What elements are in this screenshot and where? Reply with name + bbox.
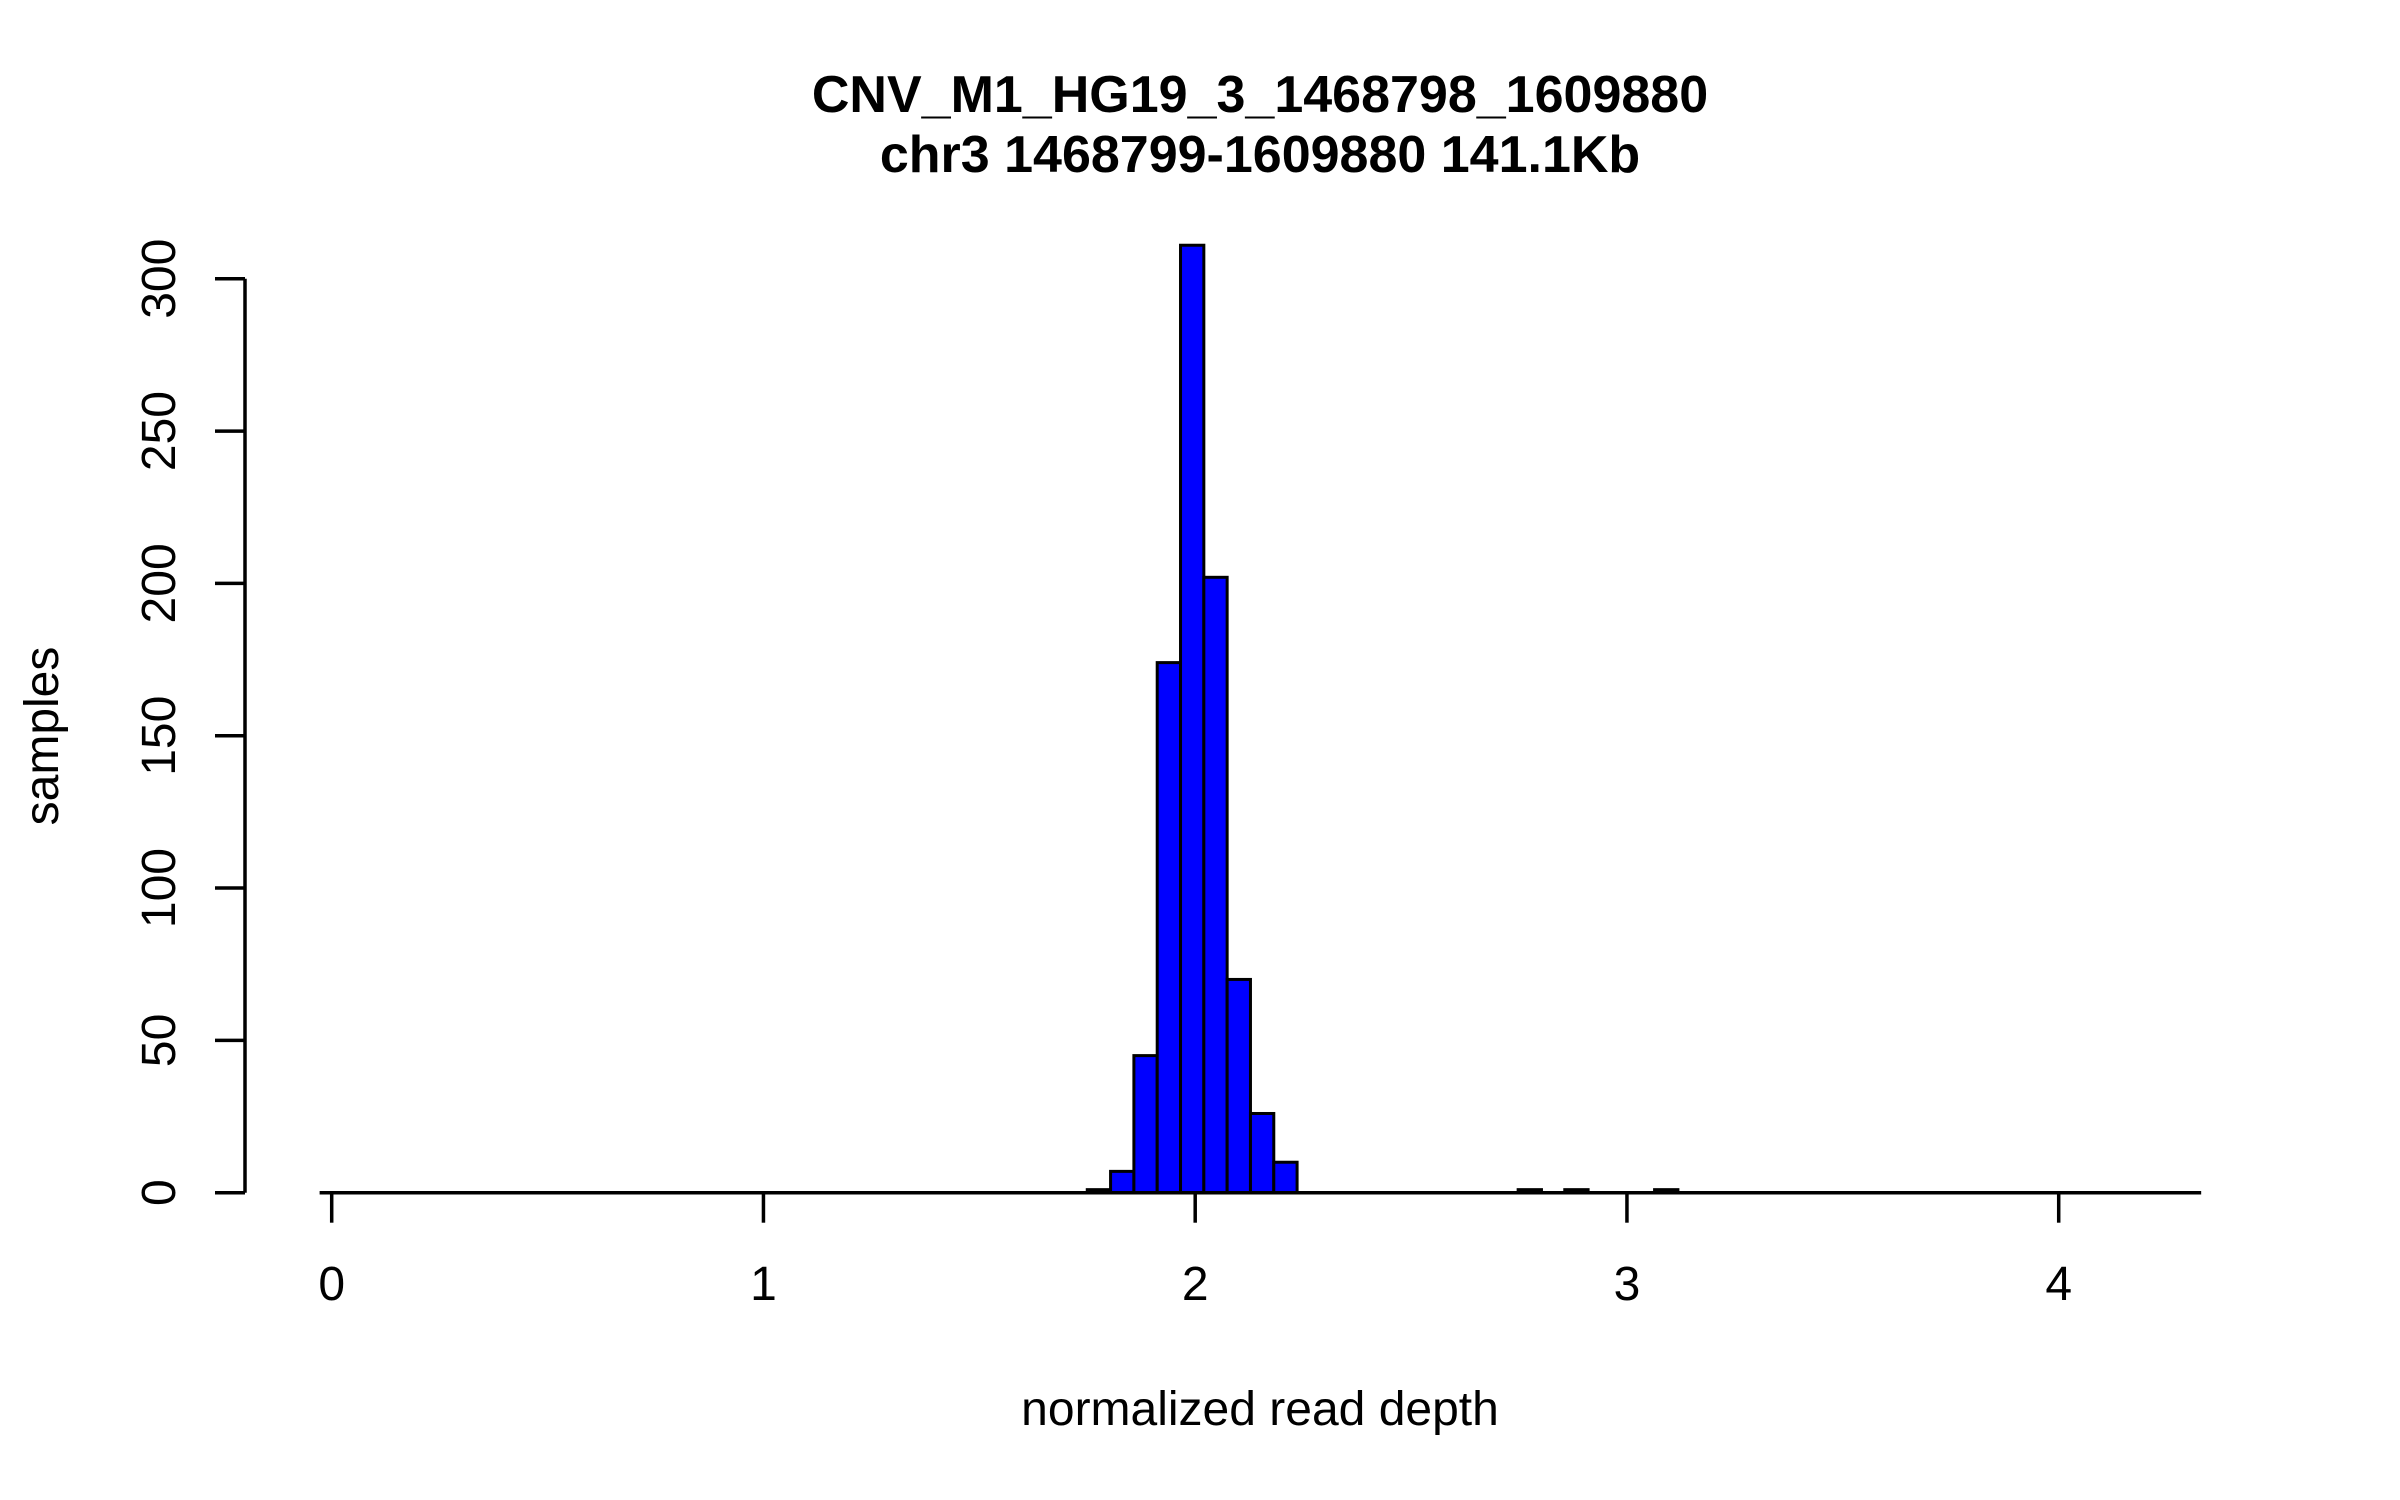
x-axis: 0 1 2 3 4	[318, 1190, 2202, 1311]
y-tick-label: 150	[133, 696, 186, 776]
histogram-bar	[1155, 661, 1183, 1195]
y-axis-label: samples	[16, 647, 69, 826]
histogram-bar	[1248, 1111, 1276, 1195]
x-tick-label: 4	[2045, 1258, 2072, 1311]
x-tick-label: 1	[750, 1258, 777, 1311]
x-tick-label: 3	[1614, 1258, 1641, 1311]
histogram-bar	[1109, 1169, 1136, 1195]
x-axis-label: normalized read depth	[1021, 1383, 1499, 1436]
histogram-bar	[1202, 575, 1229, 1195]
bars-group	[1085, 243, 1680, 1195]
histogram-bar	[1132, 1054, 1159, 1195]
y-axis: 0 50 100 150 200 250 300	[133, 239, 247, 1206]
y-tick-label: 200	[133, 543, 186, 623]
histogram-bar	[1179, 243, 1206, 1195]
x-tick-label: 2	[1182, 1258, 1209, 1311]
y-tick-label: 250	[133, 391, 186, 471]
y-tick-label: 300	[133, 239, 186, 319]
chart-subtitle: chr3 1468799-1609880 141.1Kb	[880, 126, 1640, 184]
histogram-bar	[1272, 1160, 1299, 1195]
y-tick-label: 50	[133, 1014, 186, 1067]
chart-title: CNV_M1_HG19_3_1468798_1609880	[812, 66, 1708, 124]
histogram-bar	[1225, 977, 1252, 1195]
x-tick-label: 0	[318, 1258, 345, 1311]
y-tick-label: 100	[133, 848, 186, 928]
y-tick-label: 0	[133, 1179, 186, 1206]
